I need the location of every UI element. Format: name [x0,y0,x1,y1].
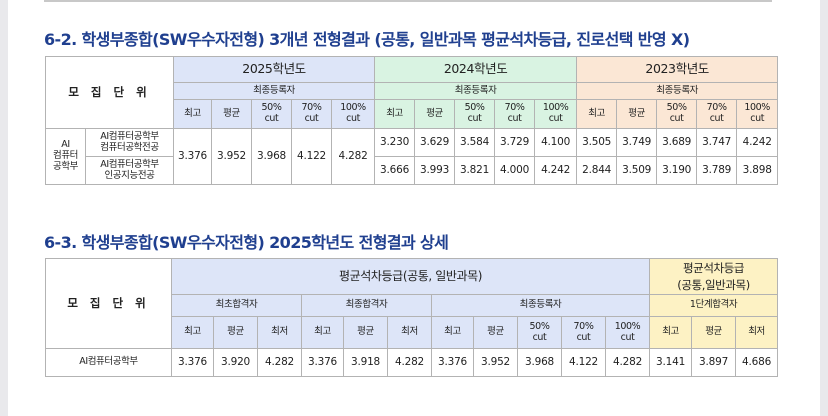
section-title-6-2: 6-2. 학생부종합(SW우수자전형) 3개년 전형결과 (공통, 일반과목 평… [44,30,690,49]
col-header: 최고 [576,99,618,129]
table-cell: 4.242 [534,156,578,185]
recruit-unit-header: 모 집 단 위 [45,56,174,129]
detail-results-table: 모 집 단 위 평균석차등급(공통, 일반과목) 평균석차등급 (공통,일반과목… [45,258,779,377]
col-header: 평균 [213,316,258,349]
table-cell: 3.376 [431,348,474,377]
year-2023-header: 2023학년도 [576,56,779,83]
group-final-pass: 최종합격자 [301,294,432,317]
table-cell: 3.141 [649,348,693,377]
col-header: 평균 [691,316,737,349]
table-cell: 3.968 [251,128,292,185]
col-header: 70% cut [291,99,332,129]
three-year-results-table: 모 집 단 위 2025학년도 2024학년도 2023학년도 최종등록자 최종… [45,56,779,185]
table-cell: 4.122 [291,128,332,185]
col-header: 100% cut [604,316,651,349]
col-header: 100% cut [736,99,779,129]
year-2024-header: 2024학년도 [374,56,578,83]
col-header: 70% cut [696,99,738,129]
table-cell: 4.100 [534,128,578,157]
final-registrants-2023: 최종등록자 [576,82,779,100]
table-cell: 3.897 [691,348,737,377]
table-cell: 3.968 [517,348,562,377]
table-cell: 3.376 [301,348,344,377]
table-cell: 4.000 [494,156,536,185]
table-cell: 4.686 [735,348,779,377]
section-title-6-3: 6-3. 학생부종합(SW우수자전형) 2025학년도 전형결과 상세 [44,233,449,252]
col-header: 50% cut [251,99,292,129]
col-header: 평균 [211,99,252,129]
group-initial-pass: 최초합격자 [171,294,302,317]
major-computer-engineering: AI컴퓨터공학부 컴퓨터공학전공 [85,128,174,157]
col-header: 평균 [473,316,518,349]
final-registrants-2025: 최종등록자 [172,82,376,100]
col-header: 평균 [414,99,456,129]
table-cell: 3.749 [616,128,658,157]
col-header: 50% cut [454,99,496,129]
col-header: 최저 [735,316,779,349]
grade-average-header: 평균석차등급(공통, 일반과목) [170,258,651,295]
table-cell: 4.282 [387,348,432,377]
col-header: 최고 [173,99,212,129]
col-header: 최저 [387,316,432,349]
year-2025-header: 2025학년도 [172,56,376,83]
col-header: 최고 [171,316,214,349]
table-cell: 3.689 [656,128,698,157]
table-cell: 3.376 [171,348,214,377]
col-header: 평균 [616,99,658,129]
table-cell: 4.242 [736,128,779,157]
col-header: 100% cut [534,99,578,129]
table-cell: 2.844 [576,156,618,185]
col-header: 50% cut [656,99,698,129]
table-cell: 3.376 [173,128,212,185]
col-header: 평균 [343,316,388,349]
table-cell: 3.918 [343,348,388,377]
recruit-unit-header: 모 집 단 위 [45,258,172,349]
col-header: 최고 [301,316,344,349]
final-registrants-2024: 최종등록자 [374,82,578,100]
table-cell: 3.190 [656,156,698,185]
col-header: 최고 [374,99,416,129]
row-label-ai-computer-engineering: AI컴퓨터공학부 [45,348,172,377]
table-cell: 3.952 [211,128,252,185]
group-final-registrants: 최종등록자 [430,294,651,317]
major-ai: AI컴퓨터공학부 인공지능전공 [85,156,174,185]
table-cell: 4.282 [330,128,376,185]
col-header: 70% cut [561,316,606,349]
table-cell: 4.282 [257,348,302,377]
table-cell: 3.898 [736,156,779,185]
table-cell: 3.666 [374,156,416,185]
table-cell: 4.122 [561,348,606,377]
col-header: 50% cut [517,316,562,349]
col-header: 최고 [649,316,693,349]
grade-average-side-header: 평균석차등급 (공통,일반과목) [649,258,779,295]
col-header: 100% cut [330,99,376,129]
document-page: 6-2. 학생부종합(SW우수자전형) 3개년 전형결과 (공통, 일반과목 평… [8,0,820,416]
table-cell: 3.629 [414,128,456,157]
col-header: 70% cut [494,99,536,129]
table-cell: 3.920 [213,348,258,377]
table-cell: 3.821 [454,156,496,185]
table-cell: 3.747 [696,128,738,157]
table-cell: 3.993 [414,156,456,185]
top-divider [44,0,772,2]
table-cell: 3.584 [454,128,496,157]
college-label: AI 컴퓨터 공학부 [45,128,86,185]
table-cell: 3.230 [374,128,416,157]
group-stage1-pass: 1단계합격자 [649,294,779,317]
col-header: 최저 [257,316,302,349]
col-header: 최고 [431,316,474,349]
table-cell: 3.789 [696,156,738,185]
table-cell: 3.505 [576,128,618,157]
table-cell: 4.282 [604,348,651,377]
table-cell: 3.729 [494,128,536,157]
table-cell: 3.952 [473,348,518,377]
table-cell: 3.509 [616,156,658,185]
